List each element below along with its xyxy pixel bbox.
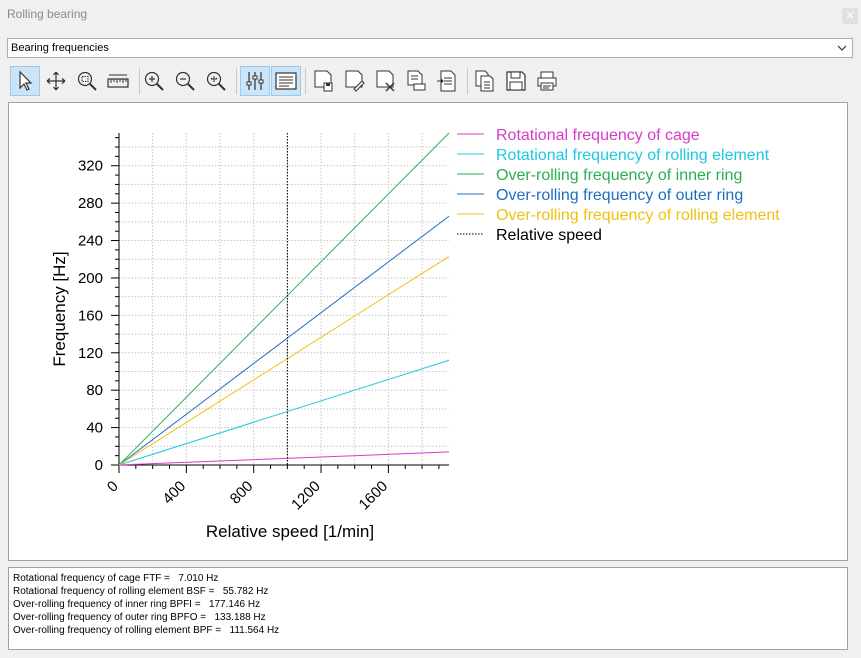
y-tick-label: 0 — [95, 457, 103, 474]
x-tick-label: 0 — [104, 478, 122, 496]
toolbar — [8, 64, 854, 98]
x-tick-label: 1200 — [288, 478, 324, 514]
y-tick-label: 200 — [78, 270, 103, 287]
result-line: Over-rolling frequency of rolling elemen… — [13, 624, 847, 637]
toolbar-separator — [305, 68, 306, 94]
x-axis-label: Relative speed [1/min] — [206, 522, 374, 541]
result-line: Rotational frequency of rolling element … — [13, 585, 847, 598]
print-button[interactable] — [532, 66, 562, 96]
window-title: Rolling bearing — [7, 7, 88, 21]
series-line — [118, 451, 450, 466]
legend-icon — [275, 72, 297, 90]
y-tick-label: 120 — [78, 345, 103, 362]
measure-icon — [107, 74, 129, 88]
zoom-out-icon — [175, 71, 195, 91]
y-tick-label: 280 — [78, 195, 103, 212]
result-value: 111.564 Hz — [229, 625, 280, 636]
result-label: Over-rolling frequency of rolling elemen… — [13, 625, 222, 636]
x-tick-label: 800 — [227, 478, 257, 508]
measure-tool-button[interactable] — [103, 66, 133, 96]
legend-toggle-button[interactable] — [271, 66, 301, 96]
result-value: 7.010 Hz — [178, 573, 219, 584]
print-setup-icon — [407, 70, 426, 91]
chart-panel[interactable]: 0 40 80 120 160 200 240 280 320 0 400 800 1200 1600 Re… — [8, 102, 848, 561]
graph-settings-button[interactable] — [240, 66, 270, 96]
frequency-chart: 0 40 80 120 160 200 240 280 320 0 400 800 1200 1600 Re… — [50, 127, 780, 541]
results-panel: Rotational frequency of cage FTF = 7.010… — [8, 567, 848, 650]
result-label: Rotational frequency of rolling element … — [13, 586, 215, 597]
legend-entry: Relative speed — [496, 227, 602, 244]
result-value: 133.188 Hz — [214, 612, 266, 623]
toolbar-separator — [236, 68, 237, 94]
result-line: Over-rolling frequency of outer ring BPF… — [13, 611, 847, 624]
pan-tool-button[interactable] — [41, 66, 71, 96]
series-line — [118, 359, 450, 466]
print-setup-button[interactable] — [401, 66, 431, 96]
view-selector-dropdown[interactable]: Bearing frequencies — [7, 38, 853, 58]
save-view-icon — [314, 70, 333, 92]
view-selector-value: Bearing frequencies — [11, 42, 109, 54]
y-axis-label: Frequency [Hz] — [50, 251, 69, 366]
zoom-in-button[interactable] — [139, 66, 169, 96]
zoom-fit-button[interactable] — [201, 66, 231, 96]
print-icon — [537, 71, 557, 91]
y-tick-label: 160 — [78, 307, 103, 324]
result-value: 177.146 Hz — [208, 599, 261, 610]
y-tick-label: 240 — [78, 233, 103, 250]
save-icon — [506, 71, 526, 91]
legend-entry: Over-rolling frequency of rolling elemen… — [496, 207, 780, 224]
result-label: Over-rolling frequency of inner ring BPF… — [13, 599, 201, 610]
delete-view-button[interactable] — [370, 66, 400, 96]
export-icon — [437, 70, 456, 92]
legend-entry: Rotational frequency of cage — [496, 127, 700, 144]
edit-view-icon — [345, 70, 365, 92]
save-view-button[interactable] — [308, 66, 338, 96]
delete-view-icon — [376, 70, 395, 92]
result-label: Over-rolling frequency of outer ring BPF… — [13, 612, 207, 623]
series-line — [118, 256, 450, 466]
series-line — [118, 215, 450, 466]
title-bar: Rolling bearing ✕ — [0, 0, 861, 30]
zoom-fit-icon — [206, 71, 226, 91]
zoom-out-button[interactable] — [170, 66, 200, 96]
copy-button[interactable] — [470, 66, 500, 96]
copy-icon — [475, 70, 494, 92]
y-tick-label: 40 — [86, 420, 103, 437]
y-tick-label: 80 — [86, 382, 103, 399]
chevron-down-icon — [837, 45, 847, 51]
pan-icon — [46, 71, 66, 91]
save-button[interactable] — [501, 66, 531, 96]
pointer-icon — [19, 70, 33, 91]
zoom-in-icon — [144, 71, 164, 91]
legend-entry: Over-rolling frequency of outer ring — [496, 187, 743, 204]
legend-entry: Over-rolling frequency of inner ring — [496, 167, 742, 184]
result-value: 55.782 Hz — [222, 586, 269, 597]
zoom-window-icon — [77, 71, 97, 91]
x-tick-label: 1600 — [356, 478, 392, 514]
toolbar-separator — [139, 68, 140, 94]
result-line: Rotational frequency of cage FTF = 7.010… — [13, 572, 847, 585]
series-line — [118, 132, 450, 466]
result-label: Rotational frequency of cage FTF = — [13, 573, 171, 584]
zoom-window-button[interactable] — [72, 66, 102, 96]
graph-settings-icon — [246, 72, 264, 90]
result-line: Over-rolling frequency of inner ring BPF… — [13, 598, 847, 611]
y-tick-label: 320 — [78, 158, 103, 175]
close-button[interactable]: ✕ — [842, 8, 858, 24]
toolbar-separator — [467, 68, 468, 94]
x-tick-label: 400 — [159, 478, 189, 508]
legend-entry: Rotational frequency of rolling element — [496, 147, 770, 164]
pointer-tool-button[interactable] — [10, 66, 40, 96]
export-button[interactable] — [432, 66, 462, 96]
edit-view-button[interactable] — [339, 66, 369, 96]
